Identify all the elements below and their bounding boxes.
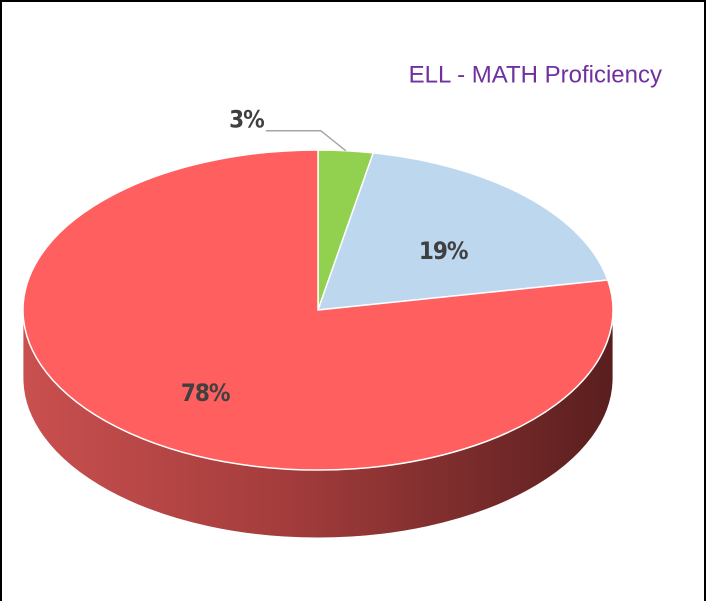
pie-slice — [22, 149, 614, 471]
data-label: 78% — [181, 379, 230, 407]
data-label: 3% — [229, 106, 264, 134]
pie-slice — [316, 152, 609, 311]
data-label: 19% — [419, 237, 468, 265]
leader-line — [265, 129, 347, 152]
chart-title: ELL - MATH Proficiency — [409, 61, 662, 88]
